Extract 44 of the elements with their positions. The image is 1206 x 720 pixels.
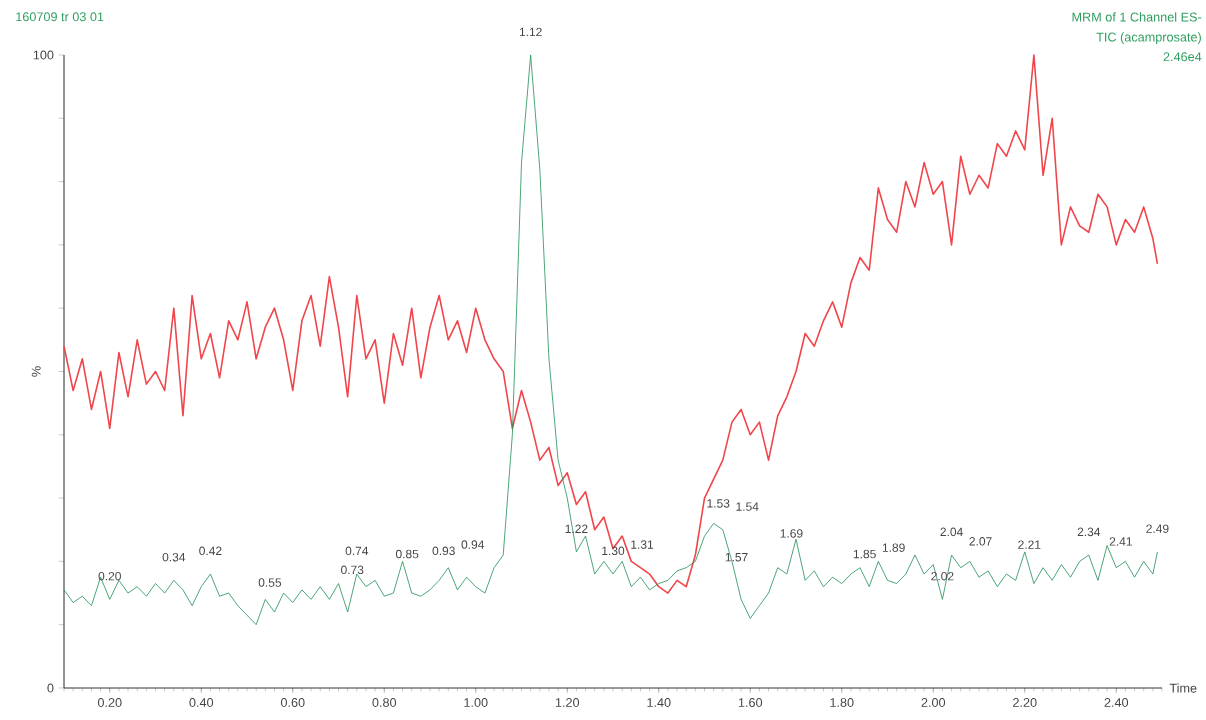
annotation: 1.31 [631,540,654,549]
annotation: 1.22 [565,524,588,533]
x-tick-label: 2.20 [1013,698,1037,707]
text: 2.46e4 [1163,52,1202,62]
x-tick-label: 1.00 [464,698,488,707]
x-tick-label: 1.60 [738,698,763,707]
x-tick-label: 0.80 [372,698,397,707]
annotation: 0.85 [395,549,419,559]
annotation: 2.21 [1018,540,1041,549]
annotation: 1.89 [882,543,905,552]
x-tick-label: 2.00 [921,698,946,707]
annotation: 0.55 [258,578,282,587]
annotation: 0.74 [345,546,369,556]
annotation: 0.94 [461,540,485,549]
x-tick-label: 1.40 [647,698,671,707]
annotation: 0.34 [162,552,186,562]
chart-title: 160709 tr 03 01 [16,12,104,22]
annotation: 2.49 [1146,524,1169,533]
annotation: 1.12 [519,27,542,37]
annotation: 0.93 [432,546,455,556]
annotation: 2.07 [969,537,992,546]
x-tick-label: 1.80 [830,698,854,707]
x-tick-label: 0.20 [97,698,122,707]
annotation: 1.69 [780,529,803,538]
annotation: 0.20 [98,571,121,581]
x-tick-label: 1.20 [555,698,580,707]
annotation: 2.41 [1109,537,1132,546]
x-tick-label: 0.40 [189,698,214,707]
annotation: 0.42 [199,546,222,556]
y-tick-label: 0 [47,683,54,693]
y-tick-label: 100 [33,50,54,60]
x-axis-title: Time [1169,683,1197,693]
annotation: 1.53 [707,499,730,508]
annotation: 1.30 [602,546,625,556]
x-tick-label: 2.40 [1104,698,1129,707]
x-tick-label: 0.60 [280,698,305,707]
y-axis-title: % [31,366,41,377]
text: MRM of 1 Channel ES- [1072,12,1202,22]
annotation: 1.85 [853,549,876,559]
annotation: 0.73 [341,565,364,575]
annotation: 1.54 [736,502,759,511]
text: TIC (acamprosate) [1096,32,1201,45]
annotation: 2.04 [940,527,963,537]
annotation: 2.34 [1077,527,1101,537]
